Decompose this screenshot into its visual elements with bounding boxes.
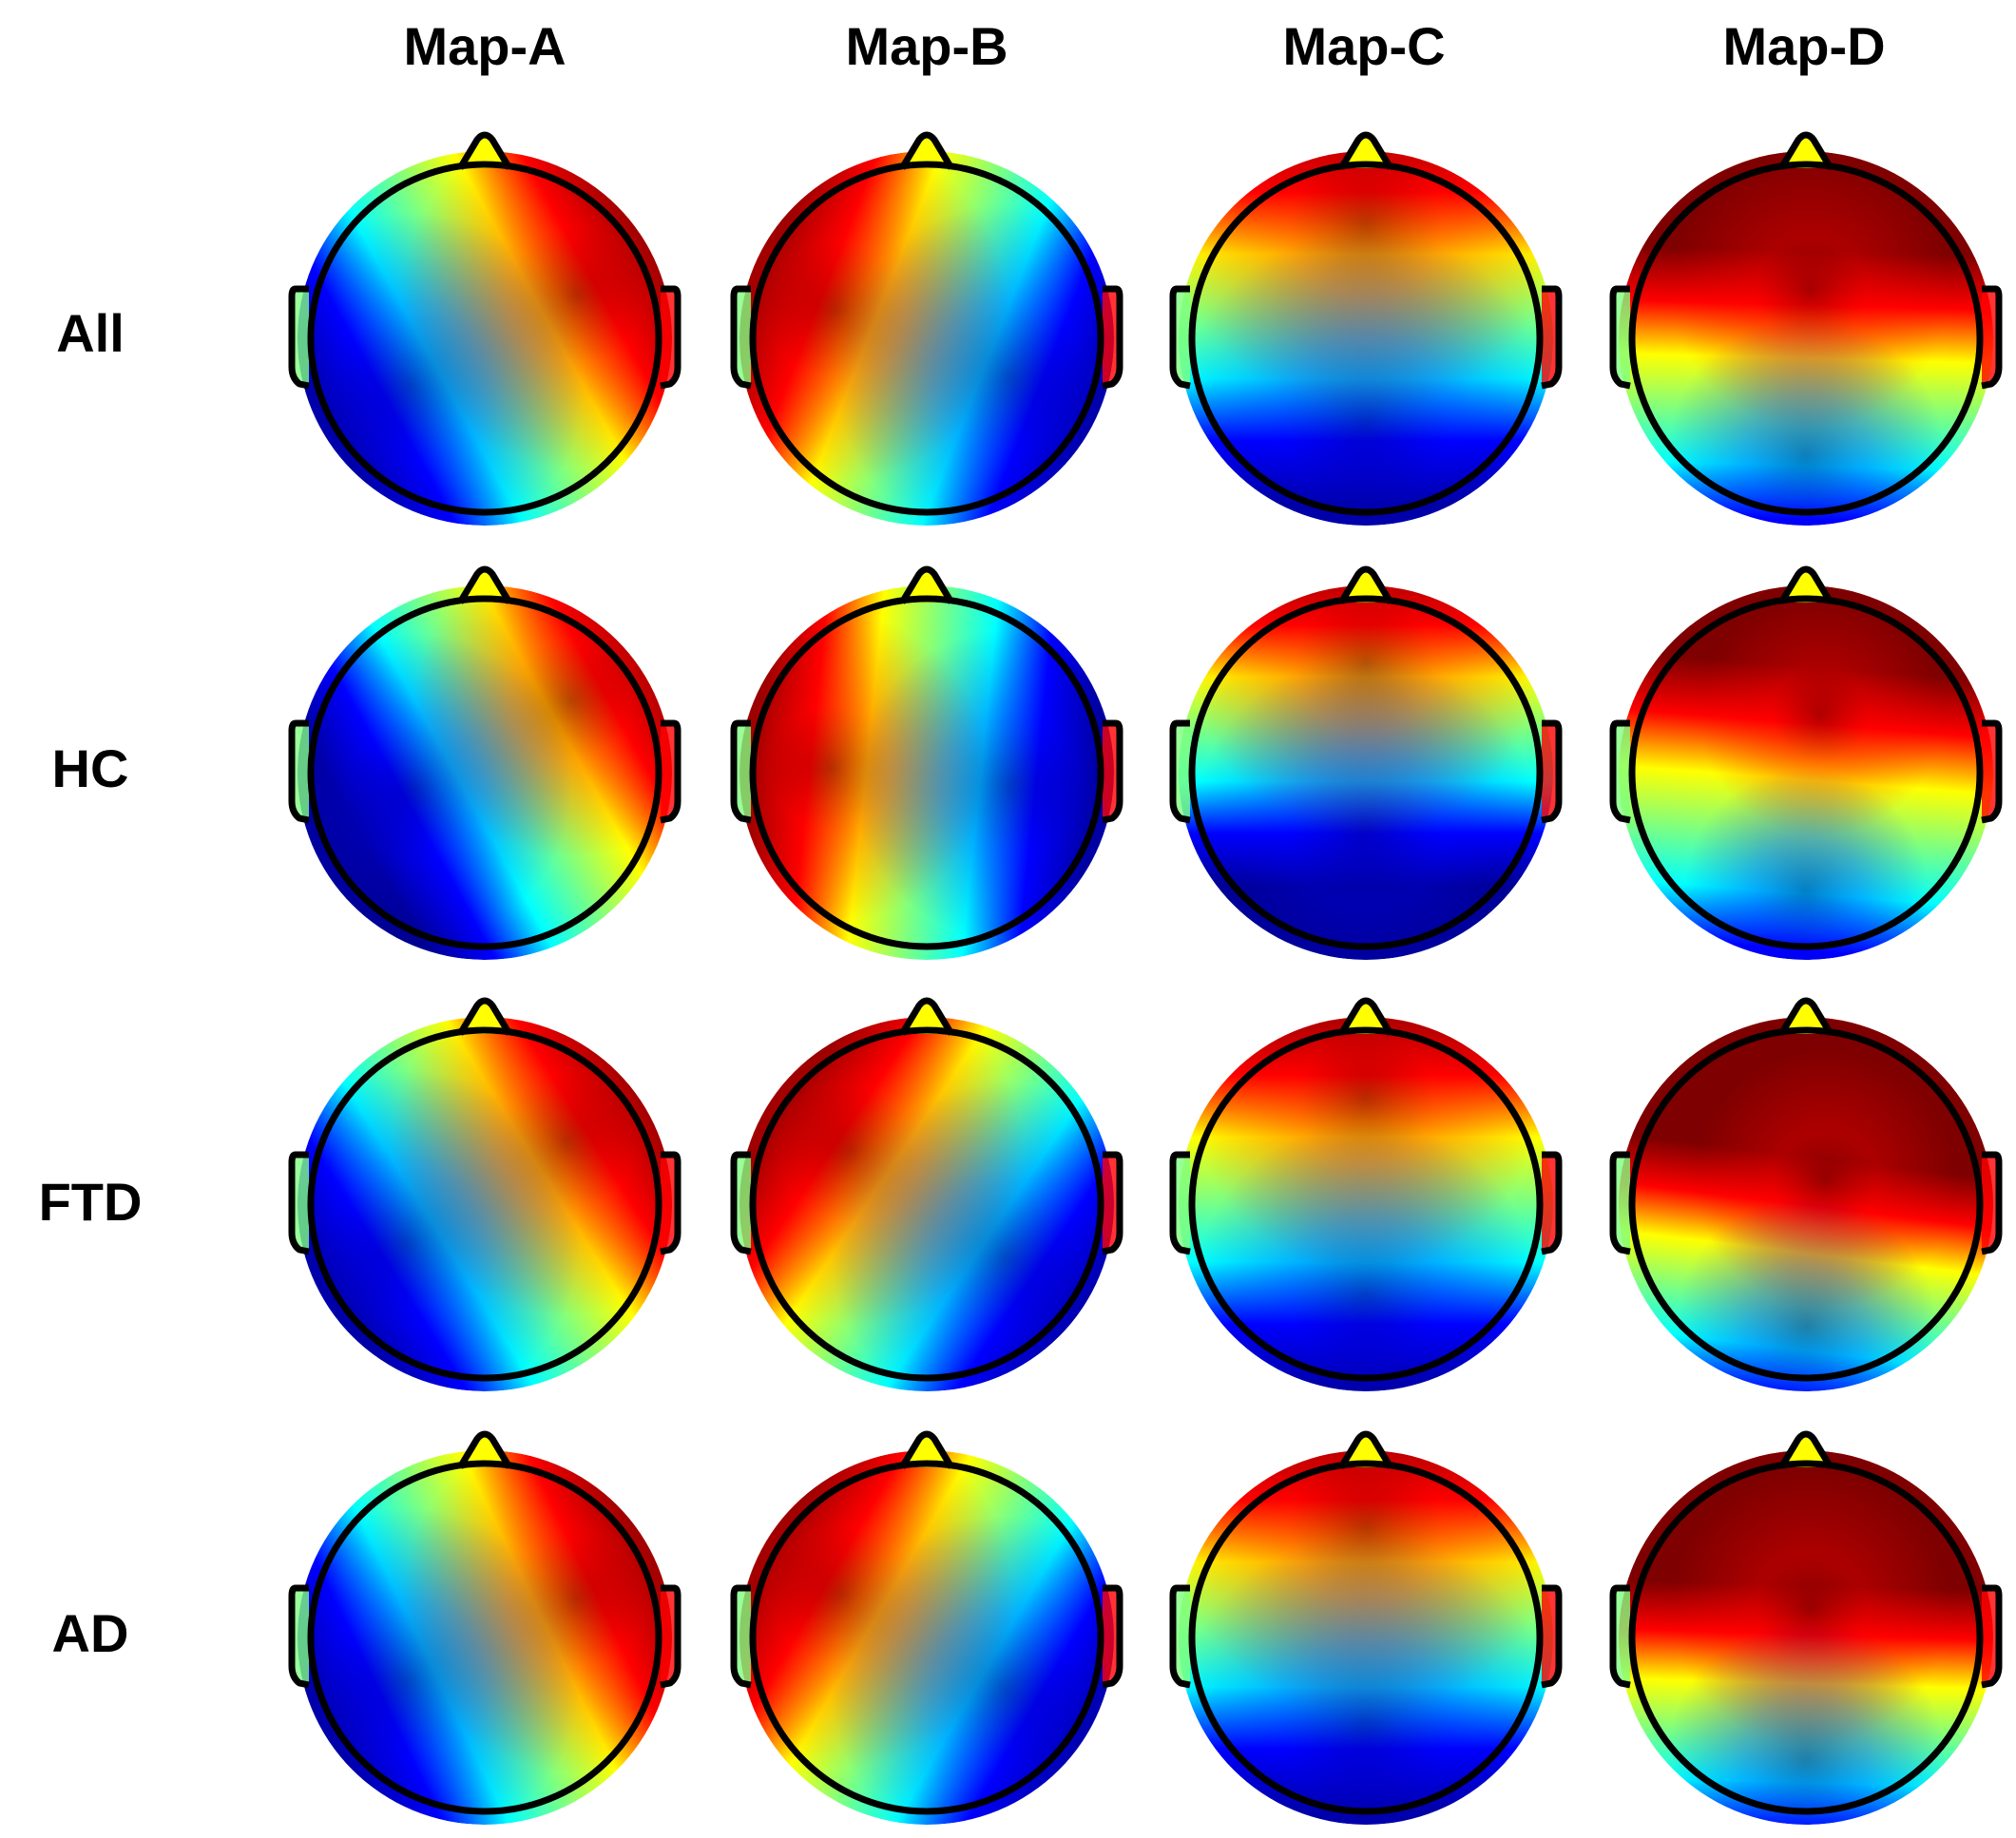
left-ear-outline: [730, 719, 752, 824]
nose-outline: [1777, 131, 1834, 170]
topomap-ad-map-d: [1609, 1430, 2003, 1825]
column-title-map-a: Map-A: [403, 16, 566, 76]
column-title-map-d: Map-D: [1722, 16, 1886, 76]
nose-outline: [456, 1430, 513, 1469]
nose-outline: [898, 1430, 955, 1469]
right-ear-outline: [1102, 719, 1123, 824]
head-outline: [1188, 1460, 1544, 1815]
topomap-ad-map-b: [730, 1430, 1123, 1825]
row-label-all: All: [56, 303, 125, 363]
left-ear-outline: [288, 1151, 310, 1255]
left-ear-outline: [1609, 1584, 1631, 1689]
nose-outline: [1337, 131, 1394, 170]
column-title-map-b: Map-B: [845, 16, 1008, 76]
topomap-ftd-map-c: [1169, 997, 1563, 1391]
nose-outline: [1777, 565, 1834, 604]
topomap-hc-map-b: [730, 565, 1123, 960]
head-outline: [749, 161, 1104, 516]
right-ear-outline: [1541, 285, 1563, 390]
topomap-all-map-a: [288, 131, 682, 526]
nose-outline: [898, 131, 955, 170]
right-ear-outline: [1541, 1151, 1563, 1255]
head-outline: [1188, 161, 1544, 516]
right-ear-outline: [1102, 1151, 1123, 1255]
nose-outline: [1337, 997, 1394, 1036]
topomap-ad-map-a: [288, 1430, 682, 1825]
topomap-ftd-map-b: [730, 997, 1123, 1391]
right-ear-outline: [1541, 719, 1563, 824]
left-ear-outline: [1169, 1151, 1191, 1255]
head-outline: [1188, 1026, 1544, 1382]
right-ear-outline: [1541, 1584, 1563, 1689]
left-ear-outline: [288, 1584, 310, 1689]
right-ear-outline: [1981, 719, 2003, 824]
left-ear-outline: [1169, 285, 1191, 390]
head-outline: [1628, 595, 1984, 950]
head-outline: [749, 1026, 1104, 1382]
topomap-hc-map-c: [1169, 565, 1563, 960]
left-ear-outline: [1169, 719, 1191, 824]
nose-outline: [456, 131, 513, 170]
topomap-all-map-b: [730, 131, 1123, 526]
topomap-hc-map-d: [1609, 565, 2003, 960]
right-ear-outline: [1981, 1584, 2003, 1689]
head-outline: [1628, 1460, 1984, 1815]
left-ear-outline: [1609, 285, 1631, 390]
left-ear-outline: [730, 1584, 752, 1689]
column-title-map-c: Map-C: [1282, 16, 1446, 76]
head-outline: [749, 1460, 1104, 1815]
right-ear-outline: [1102, 1584, 1123, 1689]
topomap-ad-map-c: [1169, 1430, 1563, 1825]
left-ear-outline: [288, 285, 310, 390]
topomap-all-map-d: [1609, 131, 2003, 526]
left-ear-outline: [288, 719, 310, 824]
topomap-hc-map-a: [288, 565, 682, 960]
topomap-ftd-map-d: [1609, 997, 2003, 1391]
nose-outline: [898, 997, 955, 1036]
nose-outline: [1337, 1430, 1394, 1469]
head-outline: [307, 1460, 662, 1815]
head-outline: [1628, 1026, 1984, 1382]
nose-outline: [1777, 1430, 1834, 1469]
head-outline: [749, 595, 1104, 950]
left-ear-outline: [1609, 1151, 1631, 1255]
left-ear-outline: [1609, 719, 1631, 824]
left-ear-outline: [1169, 1584, 1191, 1689]
right-ear-outline: [660, 719, 682, 824]
left-ear-outline: [730, 285, 752, 390]
right-ear-outline: [660, 285, 682, 390]
head-outline: [1188, 595, 1544, 950]
nose-outline: [1337, 565, 1394, 604]
nose-outline: [456, 565, 513, 604]
right-ear-outline: [1981, 285, 2003, 390]
right-ear-outline: [1102, 285, 1123, 390]
right-ear-outline: [660, 1584, 682, 1689]
right-ear-outline: [1981, 1151, 2003, 1255]
head-outline: [1628, 161, 1984, 516]
head-outline: [307, 595, 662, 950]
head-outline: [307, 161, 662, 516]
nose-outline: [456, 997, 513, 1036]
nose-outline: [1777, 997, 1834, 1036]
left-ear-outline: [730, 1151, 752, 1255]
topomap-ftd-map-a: [288, 997, 682, 1391]
row-label-ad: AD: [51, 1603, 129, 1663]
row-label-hc: HC: [51, 738, 129, 798]
row-label-ftd: FTD: [38, 1172, 143, 1232]
head-outline: [307, 1026, 662, 1382]
nose-outline: [898, 565, 955, 604]
topomap-all-map-c: [1169, 131, 1563, 526]
right-ear-outline: [660, 1151, 682, 1255]
